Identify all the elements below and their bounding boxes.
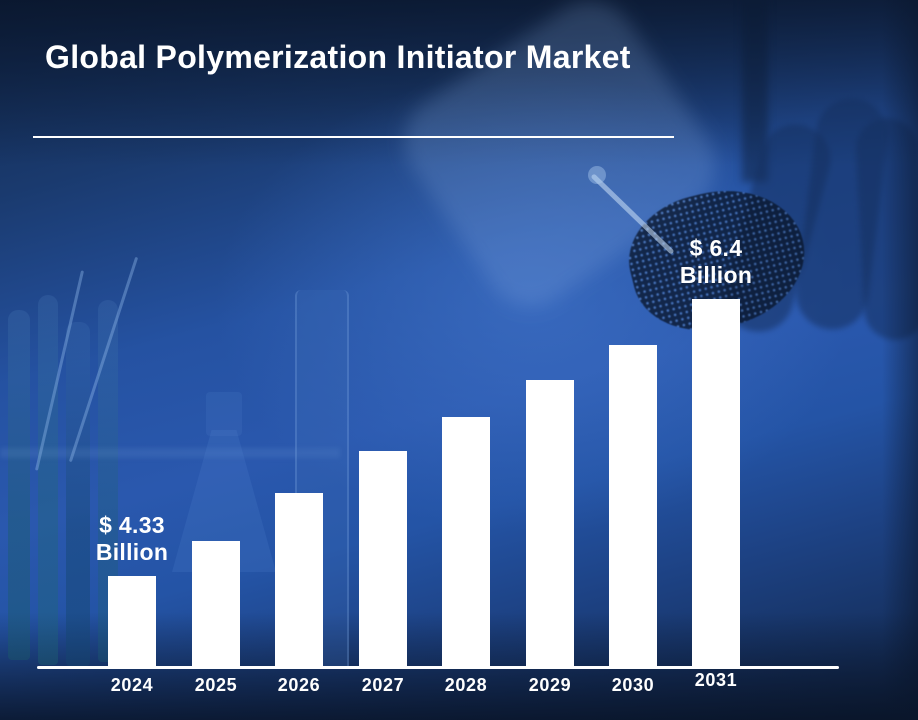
bar-2031 (692, 299, 740, 666)
title-underline (33, 136, 674, 138)
x-tick-label: 2028 (444, 675, 488, 695)
bar-2026 (275, 493, 323, 666)
x-tick-label: 2030 (611, 675, 655, 695)
x-tick-label: 2024 (110, 675, 154, 695)
x-tick-label: 2026 (277, 675, 321, 695)
bar-2028 (442, 417, 490, 666)
value-callout-2031: $ 6.4 Billion (679, 235, 753, 288)
x-tick-label: 2031 (694, 670, 738, 690)
x-tick-label: 2027 (361, 675, 405, 695)
bar-2025 (192, 541, 240, 666)
x-tick-label: 2025 (194, 675, 238, 695)
x-axis-line (37, 666, 839, 669)
bar-2030 (609, 345, 657, 666)
value-callout-2024: $ 4.33 Billion (95, 512, 169, 565)
bar-2024 (108, 576, 156, 666)
header: Global Polymerization Initiator Market (45, 36, 675, 79)
bar-2027 (359, 451, 407, 666)
page-title: Global Polymerization Initiator Market (45, 39, 631, 75)
x-tick-label: 2029 (528, 675, 572, 695)
bar-2029 (526, 380, 574, 666)
